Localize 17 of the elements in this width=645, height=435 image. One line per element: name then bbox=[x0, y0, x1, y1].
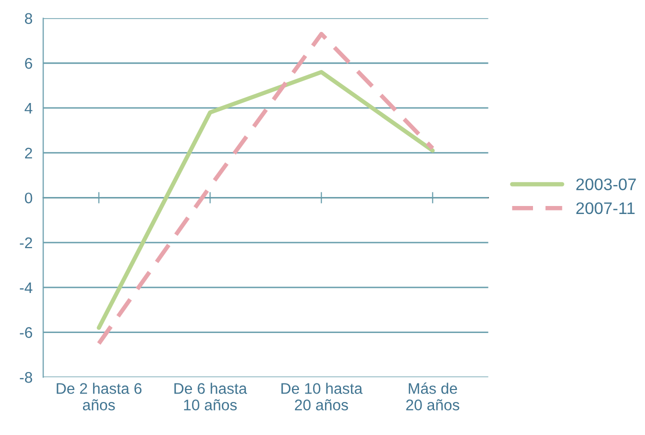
x-tick-label: De 10 hasta 20 años bbox=[281, 382, 363, 410]
y-tick-label: -8 bbox=[20, 372, 32, 383]
y-tick-label: 8 bbox=[24, 13, 32, 24]
line-series bbox=[96, 70, 435, 330]
y-tick-label: -2 bbox=[20, 237, 32, 248]
y-tick-label: -4 bbox=[20, 282, 32, 293]
legend-label: 2007-11 bbox=[576, 202, 635, 214]
y-tick-label: 0 bbox=[24, 192, 32, 204]
y-tick-label: -6 bbox=[20, 327, 32, 338]
legend-label: 2003-07 bbox=[576, 178, 636, 190]
x-tick-label: De 6 hasta 10 años bbox=[174, 382, 248, 410]
x-tick-label: De 2 hasta 6 años bbox=[56, 382, 142, 410]
y-tick-label: 6 bbox=[25, 58, 32, 69]
line-series bbox=[96, 32, 435, 346]
x-tick-label: Más de 20 años bbox=[406, 382, 460, 410]
y-tick-label: 2 bbox=[25, 148, 32, 158]
y-tick-label: 4 bbox=[24, 103, 32, 114]
